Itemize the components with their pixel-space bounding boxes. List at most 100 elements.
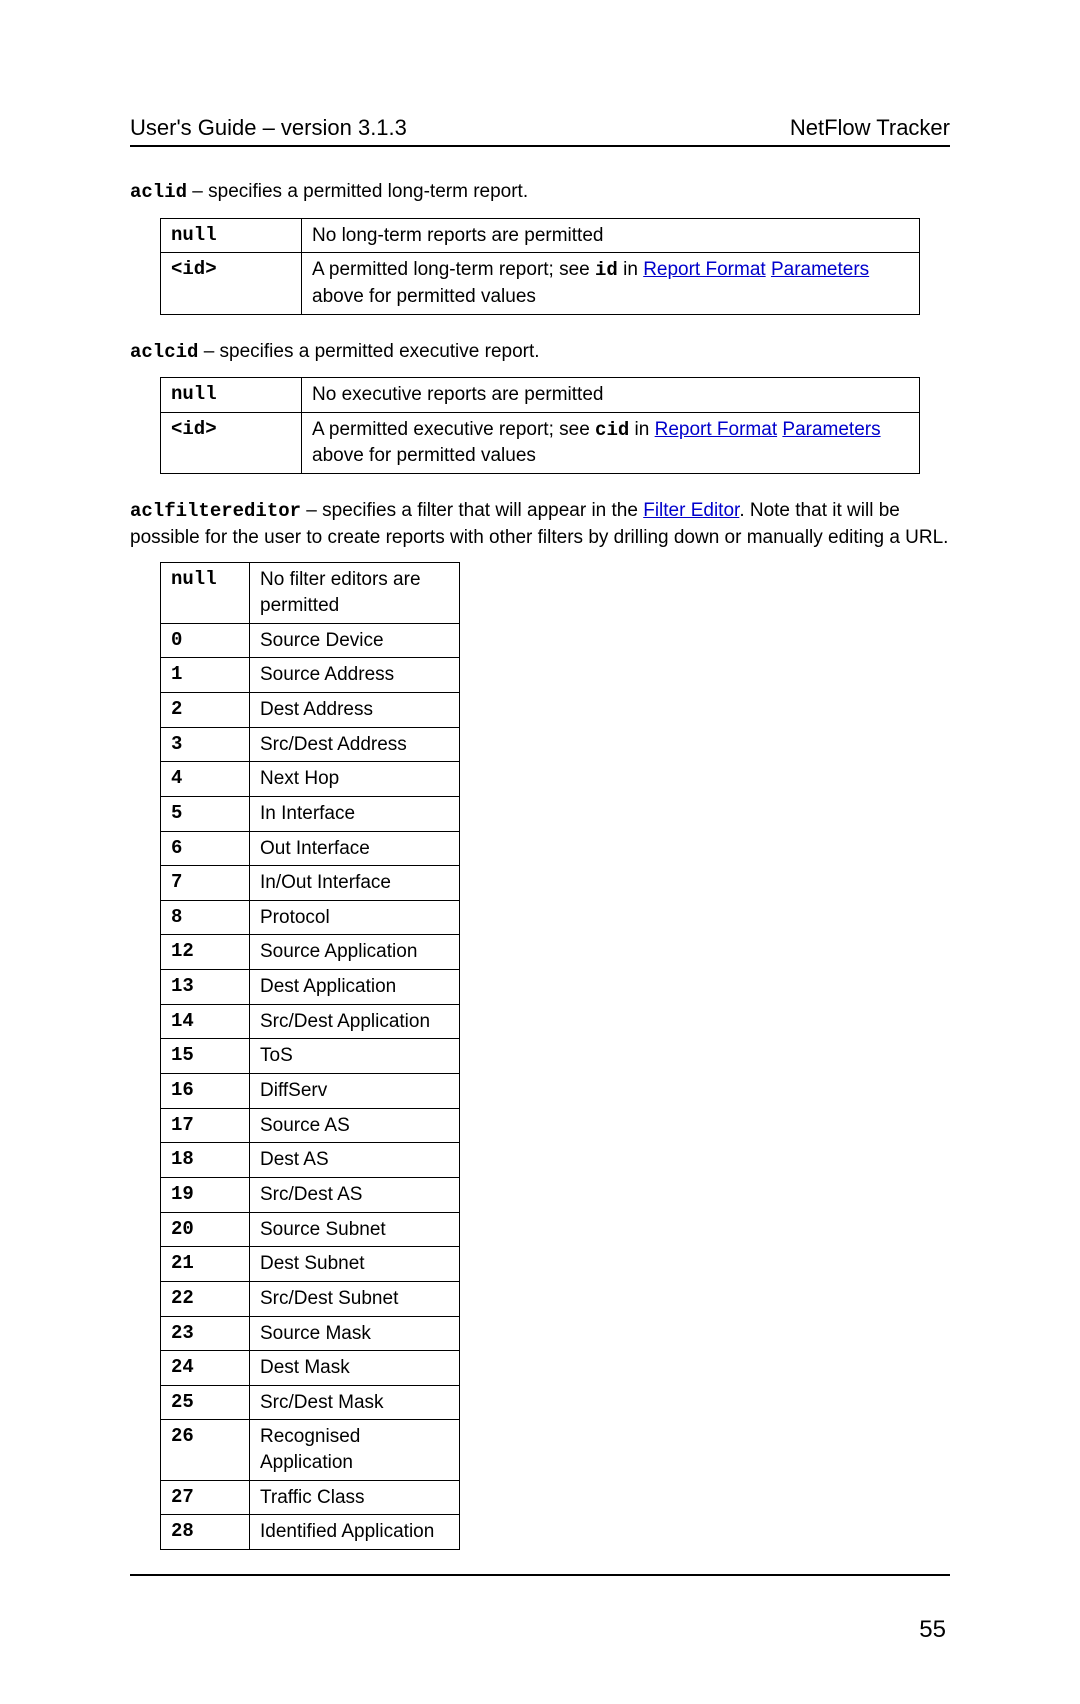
row-key: 7 — [161, 866, 250, 901]
row-value: No filter editors are permitted — [250, 563, 460, 623]
row-key: 26 — [161, 1420, 250, 1480]
filter-desc-pre: – specifies a filter that will appear in… — [301, 500, 643, 521]
row-value: Traffic Class — [250, 1480, 460, 1515]
table-row: 5In Interface — [161, 796, 460, 831]
row-value: Source Application — [250, 935, 460, 970]
page-number: 55 — [130, 1616, 950, 1644]
row-value: Dest AS — [250, 1143, 460, 1178]
row-value: Dest Subnet — [250, 1247, 460, 1282]
table-row: 4Next Hop — [161, 762, 460, 797]
row-value: Source Address — [250, 658, 460, 693]
table-row: 17Source AS — [161, 1108, 460, 1143]
row-key: 16 — [161, 1074, 250, 1109]
table-row: 6Out Interface — [161, 831, 460, 866]
row-key: <id> — [161, 253, 302, 314]
aclcid-paragraph: aclcid – specifies a permitted executive… — [130, 339, 950, 366]
table-row: 8Protocol — [161, 900, 460, 935]
aclcid-table: nullNo executive reports are permitted<i… — [160, 377, 920, 474]
row-key: 25 — [161, 1385, 250, 1420]
table-row: 1Source Address — [161, 658, 460, 693]
row-key: null — [161, 563, 250, 623]
row-value: Dest Mask — [250, 1351, 460, 1386]
code-ref: id — [595, 259, 618, 281]
row-key: 17 — [161, 1108, 250, 1143]
row-key: 24 — [161, 1351, 250, 1386]
table-row: 23Source Mask — [161, 1316, 460, 1351]
aclcid-desc: – specifies a permitted executive report… — [198, 341, 539, 362]
table-row: 24Dest Mask — [161, 1351, 460, 1386]
row-key: 18 — [161, 1143, 250, 1178]
table-row: 12Source Application — [161, 935, 460, 970]
row-key: 5 — [161, 796, 250, 831]
row-value: In Interface — [250, 796, 460, 831]
row-key: 8 — [161, 900, 250, 935]
header-right: NetFlow Tracker — [790, 115, 950, 141]
filter-editor-link[interactable]: Filter Editor — [643, 500, 739, 521]
row-value: Src/Dest Address — [250, 727, 460, 762]
table-row: 27Traffic Class — [161, 1480, 460, 1515]
row-value: No long-term reports are permitted — [302, 218, 920, 253]
page-header: User's Guide – version 3.1.3 NetFlow Tra… — [130, 115, 950, 147]
row-key: 28 — [161, 1515, 250, 1550]
table-row: nullNo executive reports are permitted — [161, 378, 920, 413]
report-format-link[interactable]: Report Format — [643, 259, 765, 280]
row-value: Dest Application — [250, 970, 460, 1005]
parameters-link[interactable]: Parameters — [782, 419, 880, 440]
table-row: 14Src/Dest Application — [161, 1004, 460, 1039]
row-value: Src/Dest AS — [250, 1177, 460, 1212]
table-row: 21Dest Subnet — [161, 1247, 460, 1282]
row-key: 27 — [161, 1480, 250, 1515]
aclid-paragraph: aclid – specifies a permitted long-term … — [130, 179, 950, 206]
row-value: Src/Dest Application — [250, 1004, 460, 1039]
row-value: In/Out Interface — [250, 866, 460, 901]
table-row: 25Src/Dest Mask — [161, 1385, 460, 1420]
report-format-link[interactable]: Report Format — [655, 419, 777, 440]
row-key: 6 — [161, 831, 250, 866]
row-key: 19 — [161, 1177, 250, 1212]
table-row: 13Dest Application — [161, 970, 460, 1005]
row-value: Source Mask — [250, 1316, 460, 1351]
row-value: No executive reports are permitted — [302, 378, 920, 413]
parameters-link[interactable]: Parameters — [771, 259, 869, 280]
row-value: Out Interface — [250, 831, 460, 866]
row-key: 2 — [161, 692, 250, 727]
table-row: 22Src/Dest Subnet — [161, 1281, 460, 1316]
row-key: 21 — [161, 1247, 250, 1282]
row-key: 15 — [161, 1039, 250, 1074]
table-row: 0Source Device — [161, 623, 460, 658]
code-ref: cid — [595, 419, 629, 441]
table-row: nullNo filter editors are permitted — [161, 563, 460, 623]
row-value: Dest Address — [250, 692, 460, 727]
row-value: ToS — [250, 1039, 460, 1074]
table-row: 16DiffServ — [161, 1074, 460, 1109]
row-key: 1 — [161, 658, 250, 693]
filter-paragraph: aclfiltereditor – specifies a filter tha… — [130, 498, 950, 550]
row-key: null — [161, 218, 302, 253]
row-key: 12 — [161, 935, 250, 970]
filter-table: nullNo filter editors are permitted0Sour… — [160, 562, 460, 1550]
row-key: 14 — [161, 1004, 250, 1039]
table-row: nullNo long-term reports are permitted — [161, 218, 920, 253]
row-value: Recognised Application — [250, 1420, 460, 1480]
row-value: A permitted long-term report; see id in … — [302, 253, 920, 314]
filter-code: aclfiltereditor — [130, 500, 301, 522]
row-value: Source AS — [250, 1108, 460, 1143]
table-row: 7In/Out Interface — [161, 866, 460, 901]
row-key: 4 — [161, 762, 250, 797]
header-left: User's Guide – version 3.1.3 — [130, 115, 407, 141]
row-value: Src/Dest Mask — [250, 1385, 460, 1420]
row-value: Src/Dest Subnet — [250, 1281, 460, 1316]
row-value: A permitted executive report; see cid in… — [302, 412, 920, 473]
row-key: 23 — [161, 1316, 250, 1351]
row-value: Source Subnet — [250, 1212, 460, 1247]
table-row: 3Src/Dest Address — [161, 727, 460, 762]
table-row: 15ToS — [161, 1039, 460, 1074]
table-row: 19Src/Dest AS — [161, 1177, 460, 1212]
table-row: 20Source Subnet — [161, 1212, 460, 1247]
table-row: 28Identified Application — [161, 1515, 460, 1550]
row-key: <id> — [161, 412, 302, 473]
row-key: 22 — [161, 1281, 250, 1316]
aclid-code: aclid — [130, 181, 187, 203]
table-row: 18Dest AS — [161, 1143, 460, 1178]
row-key: 13 — [161, 970, 250, 1005]
